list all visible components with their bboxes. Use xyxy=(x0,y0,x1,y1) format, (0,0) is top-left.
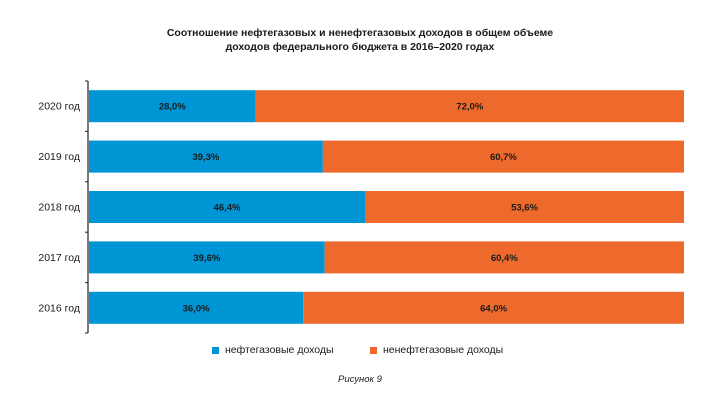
category-label: 2019 год xyxy=(38,151,80,163)
data-label: 72,0% xyxy=(456,102,483,113)
category-label: 2018 год xyxy=(38,202,80,214)
bar-segment-oil-gas xyxy=(89,90,256,123)
data-label: 39,3% xyxy=(192,152,219,163)
bar-segment-non-oil-gas xyxy=(303,291,684,324)
legend-item-oil-gas: нефтегазовые доходы xyxy=(212,344,334,356)
bar-segment-oil-gas xyxy=(89,191,366,223)
category-label: 2020 год xyxy=(38,101,80,113)
figure-caption: Рисунок 9 xyxy=(338,374,382,385)
data-label: 28,0% xyxy=(159,102,186,113)
legend-label-oil-gas: нефтегазовые доходы xyxy=(225,344,334,356)
bar-segment-non-oil-gas xyxy=(322,140,684,173)
data-label: 36,0% xyxy=(183,303,210,314)
data-label: 46,4% xyxy=(214,203,241,214)
legend-label-non-oil-gas: ненефтегазовые доходы xyxy=(383,344,504,356)
category-label: 2016 год xyxy=(38,302,80,314)
bar-segment-non-oil-gas xyxy=(255,90,684,123)
data-label: 60,4% xyxy=(491,253,518,264)
bar-segment-non-oil-gas xyxy=(324,241,684,274)
data-label: 53,6% xyxy=(511,203,538,214)
bar-segment-oil-gas xyxy=(89,241,325,274)
bar-segment-oil-gas xyxy=(89,140,323,173)
data-label: 64,0% xyxy=(480,303,507,314)
legend-swatch-oil-gas xyxy=(212,346,219,354)
category-label: 2017 год xyxy=(38,252,80,264)
legend-swatch-non-oil-gas xyxy=(370,346,377,354)
data-label: 60,7% xyxy=(490,152,517,163)
chart-title-line1: Соотношение нефтегазовых и ненефтегазовы… xyxy=(166,27,554,39)
chart-title: Соотношение нефтегазовых и ненефтегазовы… xyxy=(0,26,720,54)
bar-segment-non-oil-gas xyxy=(365,191,684,223)
chart-title-line2: доходов федерального бюджета в 2016–2020… xyxy=(225,41,495,53)
legend-item-non-oil-gas: ненефтегазовые доходы xyxy=(370,344,503,356)
data-label: 39,6% xyxy=(193,253,220,264)
bar-segment-oil-gas xyxy=(89,291,304,324)
